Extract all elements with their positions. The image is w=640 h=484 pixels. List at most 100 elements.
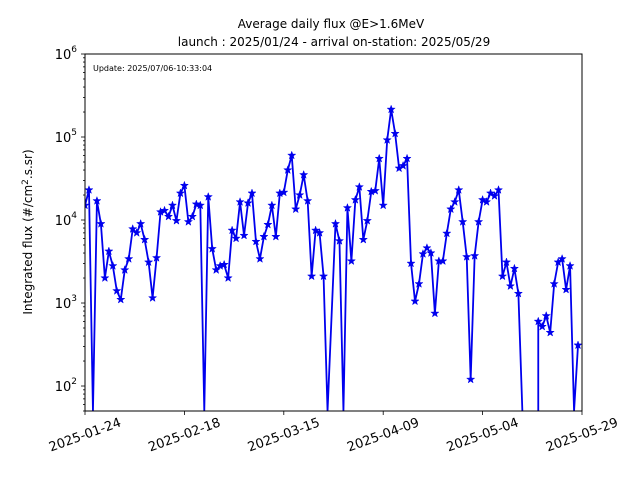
- data-point-2-5: [545, 327, 555, 337]
- data-point-1-97: [465, 374, 476, 384]
- data-point-1-40: [235, 196, 245, 206]
- data-point-1-69: [354, 182, 365, 191]
- data-point-2-9: [561, 284, 571, 294]
- data-point-1-80: [398, 160, 408, 170]
- data-point-1-105: [497, 271, 508, 281]
- data-point-1-49: [271, 231, 281, 241]
- data-point-1-103: [489, 190, 500, 200]
- data-point-1-46: [259, 231, 269, 241]
- data-point-1-53: [287, 150, 297, 160]
- x-tick-label-1: 2025-01-24: [47, 416, 123, 456]
- data-point-1-57: [302, 195, 313, 205]
- data-point-1-39: [231, 233, 241, 243]
- data-point-1-73: [370, 185, 380, 195]
- y-tick-label-2: 103: [55, 294, 77, 312]
- data-point-1-37: [223, 273, 233, 283]
- data-point-1-43: [247, 188, 257, 198]
- data-point-1-1: [85, 200, 90, 210]
- chart-title: Average daily flux @E>1.6MeV: [238, 17, 425, 31]
- data-point-1-26: [179, 180, 190, 190]
- data-point-1-68: [350, 194, 361, 204]
- series-line-2: [537, 257, 579, 411]
- data-point-1-88: [430, 308, 440, 318]
- x-tick-label-4: 2025-04-09: [345, 416, 421, 456]
- data-point-1-64: [334, 235, 345, 245]
- data-point-1-101: [481, 196, 492, 206]
- data-point-1-25: [175, 188, 186, 198]
- data-point-1-52: [283, 165, 293, 175]
- data-point-1-66: [342, 202, 353, 212]
- data-point-1-9: [112, 285, 122, 295]
- data-point-1-34: [211, 265, 221, 274]
- data-point-1-86: [422, 243, 432, 253]
- data-point-1-15: [135, 218, 146, 228]
- data-point-1-83: [410, 296, 420, 306]
- data-point-2-10: [565, 260, 575, 270]
- data-point-1-4: [92, 195, 102, 205]
- data-point-1-47: [263, 219, 273, 229]
- data-point-2-8: [557, 253, 567, 263]
- data-point-1-98: [469, 250, 480, 260]
- data-point-1-36: [219, 259, 229, 269]
- data-point-1-84: [414, 278, 424, 288]
- data-point-1-75: [378, 200, 388, 210]
- data-point-2-12: [573, 340, 582, 350]
- data-point-1-19: [151, 252, 162, 262]
- data-point-1-27: [183, 216, 194, 226]
- data-point-1-55: [294, 190, 305, 200]
- data-point-1-60: [314, 227, 325, 237]
- data-point-1-77: [386, 104, 396, 114]
- data-point-1-106: [501, 257, 512, 267]
- data-point-1-99: [473, 216, 484, 226]
- data-point-2-3: [537, 321, 547, 331]
- data-point-1-85: [418, 249, 428, 258]
- data-point-1-63: [330, 218, 341, 228]
- data-point-1-14: [131, 227, 142, 237]
- data-point-1-107: [505, 281, 516, 291]
- data-point-1-11: [120, 265, 130, 274]
- data-point-1-104: [493, 185, 504, 194]
- y-tick-label-3: 104: [55, 211, 78, 229]
- x-tick-label-2: 2025-02-18: [147, 416, 223, 456]
- data-point-1-22: [163, 211, 174, 221]
- data-point-1-61: [318, 271, 329, 281]
- data-point-1-10: [116, 294, 126, 304]
- data-point-1-78: [390, 128, 400, 138]
- x-tick-label-6: 2025-05-29: [544, 416, 620, 456]
- data-point-2-4: [541, 310, 551, 320]
- chart-subtitle: launch : 2025/01/24 - arrival on-station…: [178, 35, 490, 49]
- data-point-1-76: [382, 135, 392, 145]
- data-point-1-74: [374, 153, 384, 163]
- data-point-1-5: [96, 218, 106, 228]
- data-point-1-54: [291, 204, 301, 214]
- data-point-1-2: [85, 185, 94, 194]
- data-point-1-96: [461, 251, 472, 261]
- data-point-1-17: [143, 257, 154, 267]
- x-tick-label-3: 2025-03-15: [246, 416, 322, 456]
- data-point-1-33: [207, 243, 217, 253]
- data-point-1-7: [104, 246, 114, 256]
- data-point-1-59: [310, 225, 321, 235]
- data-point-1-6: [100, 273, 110, 283]
- data-point-1-58: [306, 271, 317, 281]
- data-point-1-41: [239, 230, 249, 240]
- data-point-2-6: [549, 278, 559, 288]
- data-point-1-93: [450, 196, 460, 206]
- data-point-1-44: [251, 236, 261, 246]
- data-point-1-67: [346, 256, 357, 266]
- data-point-1-45: [255, 253, 265, 263]
- data-point-1-95: [458, 216, 468, 226]
- data-point-1-109: [513, 288, 524, 298]
- data-point-1-90: [438, 256, 448, 266]
- data-point-1-82: [406, 258, 416, 268]
- data-point-1-42: [243, 198, 253, 208]
- data-point-1-92: [446, 204, 456, 214]
- series-line-1: [85, 108, 524, 411]
- data-point-1-21: [159, 205, 170, 215]
- data-point-1-51: [279, 187, 289, 197]
- series-layer: [85, 104, 582, 411]
- y-tick-label-1: 102: [55, 377, 77, 395]
- data-point-1-91: [442, 228, 452, 238]
- plot-frame: [84, 53, 583, 412]
